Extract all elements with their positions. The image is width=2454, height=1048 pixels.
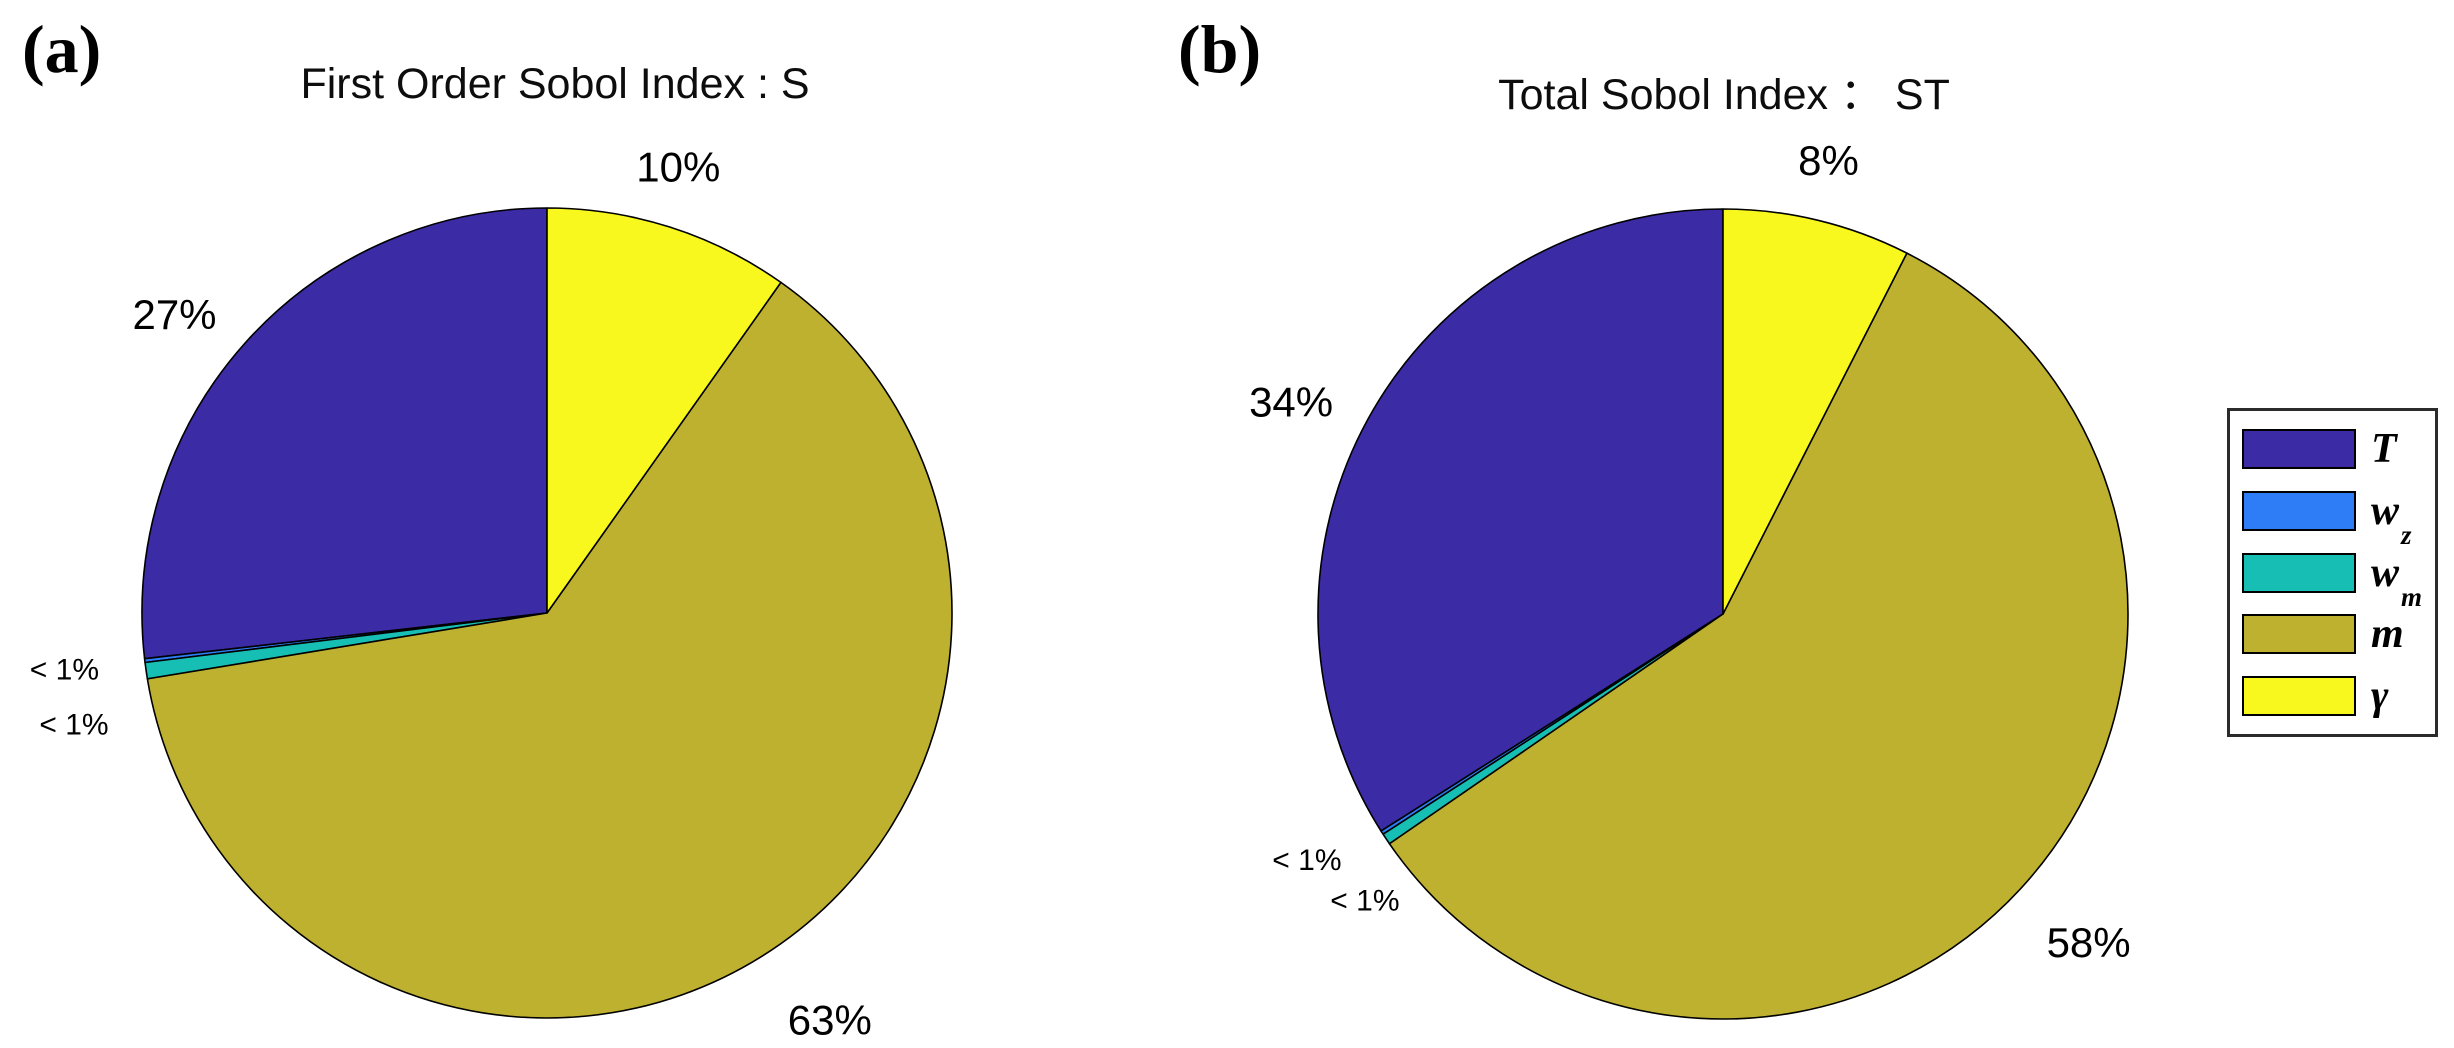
pie-b-slice-gamma	[1722, 208, 1908, 615]
legend-item-T: T	[2242, 420, 2435, 478]
legend-swatch-T	[2242, 429, 2356, 469]
pie-chart-b: 34% < 1% < 1% 58% 8%	[1249, 137, 2131, 1020]
pie-chart-a: 27% < 1% < 1% 63% 10%	[30, 143, 953, 1044]
pie-b-label-gamma: 8%	[1798, 137, 1859, 184]
legend-item-m: m	[2242, 605, 2435, 663]
legend-swatch-w_z	[2242, 490, 2356, 531]
panel-tag-a: (a)	[22, 11, 102, 87]
pie-a-slice-T	[141, 207, 548, 660]
legend-label-T: T	[2371, 426, 2397, 472]
pie-b-label-T: 34%	[1249, 378, 1333, 425]
legend-swatch-w_m	[2242, 552, 2356, 593]
legend-swatch-m	[2242, 614, 2356, 655]
legend-label-w_m: wm	[2371, 549, 2423, 612]
pie-a-label-w_z: < 1%	[30, 654, 99, 687]
pie-a-slice-m	[146, 281, 953, 1019]
chart-title-a: First Order Sobol Index : S	[300, 60, 810, 108]
pie-b-slice-T	[1317, 208, 1724, 832]
pie-a-label-gamma: 10%	[636, 143, 720, 190]
legend-item-w_z: wz	[2242, 482, 2435, 551]
panel-tag-b: (b)	[1178, 11, 1262, 87]
legend-label-γ: γ	[2371, 673, 2389, 719]
pie-b-label-m: 58%	[2047, 919, 2131, 966]
pie-a-label-w_m: < 1%	[39, 709, 108, 742]
pie-a-label-T: 27%	[132, 291, 216, 338]
chart-title-b: Total Sobol Index ： ST	[1498, 71, 1950, 119]
pie-a-slice-gamma	[546, 207, 782, 614]
legend-item-w_m: wm	[2242, 544, 2435, 612]
pie-a-label-m: 63%	[788, 997, 872, 1044]
pie-b-label-w_m: < 1%	[1330, 885, 1399, 918]
legend-label-subscript-w_z: z	[2401, 520, 2412, 551]
pie-b-slice-m	[1388, 252, 2129, 1020]
legend-label-m: m	[2371, 611, 2404, 658]
legend-label-w_z: wz	[2371, 487, 2412, 551]
pie-b-label-w_z: < 1%	[1272, 844, 1341, 877]
legend-label-subscript-w_m: m	[2401, 581, 2423, 612]
legend-item-γ: γ	[2242, 667, 2435, 725]
legend-swatch-γ	[2242, 676, 2356, 716]
